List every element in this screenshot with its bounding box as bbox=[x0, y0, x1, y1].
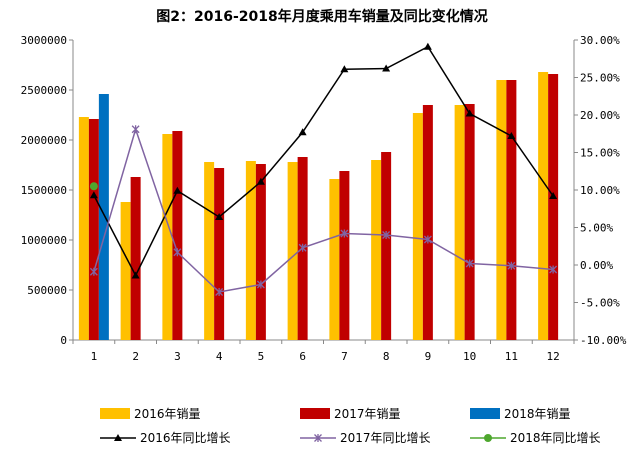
left-tick-label: 1500000 bbox=[21, 184, 67, 197]
bar-2-8 bbox=[381, 152, 392, 340]
marker-2-3 bbox=[173, 248, 182, 257]
bar-1-9 bbox=[412, 113, 423, 340]
line-series-1 bbox=[93, 45, 554, 278]
marker-2-4 bbox=[215, 288, 224, 296]
bar-1-6 bbox=[287, 162, 298, 340]
marker-3-1 bbox=[89, 182, 98, 191]
bar-1-11 bbox=[496, 80, 507, 340]
marker-1-6 bbox=[298, 128, 307, 136]
right-tick-label: 10.00% bbox=[580, 184, 620, 197]
marker-1-11 bbox=[507, 132, 516, 139]
x-tick-label: 1 bbox=[91, 350, 98, 363]
x-tick-label: 12 bbox=[547, 350, 560, 363]
marker-2-11 bbox=[507, 261, 516, 270]
bar-1-8 bbox=[371, 160, 382, 340]
right-tick-label: -10.00% bbox=[580, 334, 627, 347]
marker-2-6 bbox=[298, 243, 307, 252]
marker-1-12 bbox=[549, 192, 558, 199]
bar-2-11 bbox=[506, 80, 517, 340]
marker-2-2 bbox=[131, 125, 140, 134]
legend-label-bar-3: 2018年销量 bbox=[504, 407, 571, 421]
bar-1-1 bbox=[78, 117, 89, 340]
x-tick-label: 10 bbox=[463, 350, 476, 363]
x-tick-label: 3 bbox=[174, 350, 181, 363]
bar-2-12 bbox=[548, 74, 559, 340]
legend-swatch-3 bbox=[470, 408, 500, 419]
marker-1-4 bbox=[215, 213, 224, 220]
bar-1-12 bbox=[538, 72, 549, 340]
left-tick-label: 2000000 bbox=[21, 134, 67, 147]
bar-2-3 bbox=[172, 131, 183, 340]
marker-1-10 bbox=[465, 109, 474, 117]
x-tick-label: 5 bbox=[258, 350, 265, 363]
marker-2-12 bbox=[549, 265, 558, 274]
bar-2-9 bbox=[422, 105, 433, 340]
bar-1-10 bbox=[454, 105, 465, 340]
legend-marker-2 bbox=[314, 434, 322, 442]
right-tick-label: 0.00% bbox=[580, 259, 613, 272]
marker-2-7 bbox=[340, 229, 349, 238]
marker-1-2 bbox=[131, 271, 140, 279]
bar-1-3 bbox=[162, 134, 173, 340]
bar-2-7 bbox=[339, 171, 350, 340]
marker-1-3 bbox=[173, 186, 182, 194]
legend-label-bar-2: 2017年销量 bbox=[334, 407, 401, 421]
bar-1-2 bbox=[120, 202, 131, 340]
right-tick-label: 25.00% bbox=[580, 72, 620, 85]
bar-2-5 bbox=[255, 164, 266, 340]
marker-2-10 bbox=[465, 259, 474, 268]
right-tick-label: 5.00% bbox=[580, 222, 613, 235]
legend-label-line-1: 2016年同比增长 bbox=[140, 431, 231, 445]
left-tick-label: 2500000 bbox=[21, 84, 67, 97]
x-tick-label: 7 bbox=[341, 350, 348, 363]
bar-1-4 bbox=[204, 162, 215, 340]
marker-1-9 bbox=[423, 42, 432, 50]
legend-marker-3 bbox=[484, 434, 492, 442]
bar-1-5 bbox=[245, 161, 256, 340]
left-tick-label: 3000000 bbox=[21, 34, 67, 47]
left-tick-label: 0 bbox=[60, 334, 67, 347]
x-tick-label: 4 bbox=[216, 350, 223, 363]
x-tick-label: 2 bbox=[132, 350, 139, 363]
right-tick-label: 20.00% bbox=[580, 109, 620, 122]
bar-2-1 bbox=[88, 119, 99, 340]
legend-label-line-3: 2018年同比增长 bbox=[510, 431, 601, 445]
marker-2-5 bbox=[256, 280, 265, 289]
x-tick-label: 11 bbox=[505, 350, 518, 363]
marker-2-9 bbox=[423, 235, 432, 244]
legend-swatch-1 bbox=[100, 408, 130, 419]
legend-label-line-2: 2017年同比增长 bbox=[340, 431, 431, 445]
marker-1-7 bbox=[340, 65, 349, 73]
line-series-2 bbox=[93, 126, 554, 293]
marker-1-1 bbox=[89, 191, 98, 199]
right-tick-label: 15.00% bbox=[580, 147, 620, 160]
x-tick-label: 9 bbox=[425, 350, 432, 363]
left-tick-label: 500000 bbox=[27, 284, 67, 297]
bar-1-7 bbox=[329, 179, 340, 340]
marker-1-5 bbox=[256, 177, 265, 185]
marker-1-8 bbox=[382, 64, 391, 72]
right-tick-label: -5.00% bbox=[580, 297, 620, 310]
right-tick-label: 30.00% bbox=[580, 34, 620, 47]
bar-2-2 bbox=[130, 177, 141, 340]
marker-2-1 bbox=[89, 267, 98, 276]
x-tick-label: 8 bbox=[383, 350, 390, 363]
legend-marker-1 bbox=[114, 434, 122, 441]
bar-2-4 bbox=[214, 168, 225, 340]
legend-swatch-2 bbox=[300, 408, 330, 419]
left-tick-label: 1000000 bbox=[21, 234, 67, 247]
marker-2-8 bbox=[382, 231, 391, 239]
chart-title: 图2：2016-2018年月度乘用车销量及同比变化情况 bbox=[156, 9, 488, 25]
legend-label-bar-1: 2016年销量 bbox=[134, 407, 201, 421]
bar-3-1 bbox=[98, 94, 109, 340]
x-tick-label: 6 bbox=[299, 350, 306, 363]
bar-2-10 bbox=[464, 104, 475, 340]
